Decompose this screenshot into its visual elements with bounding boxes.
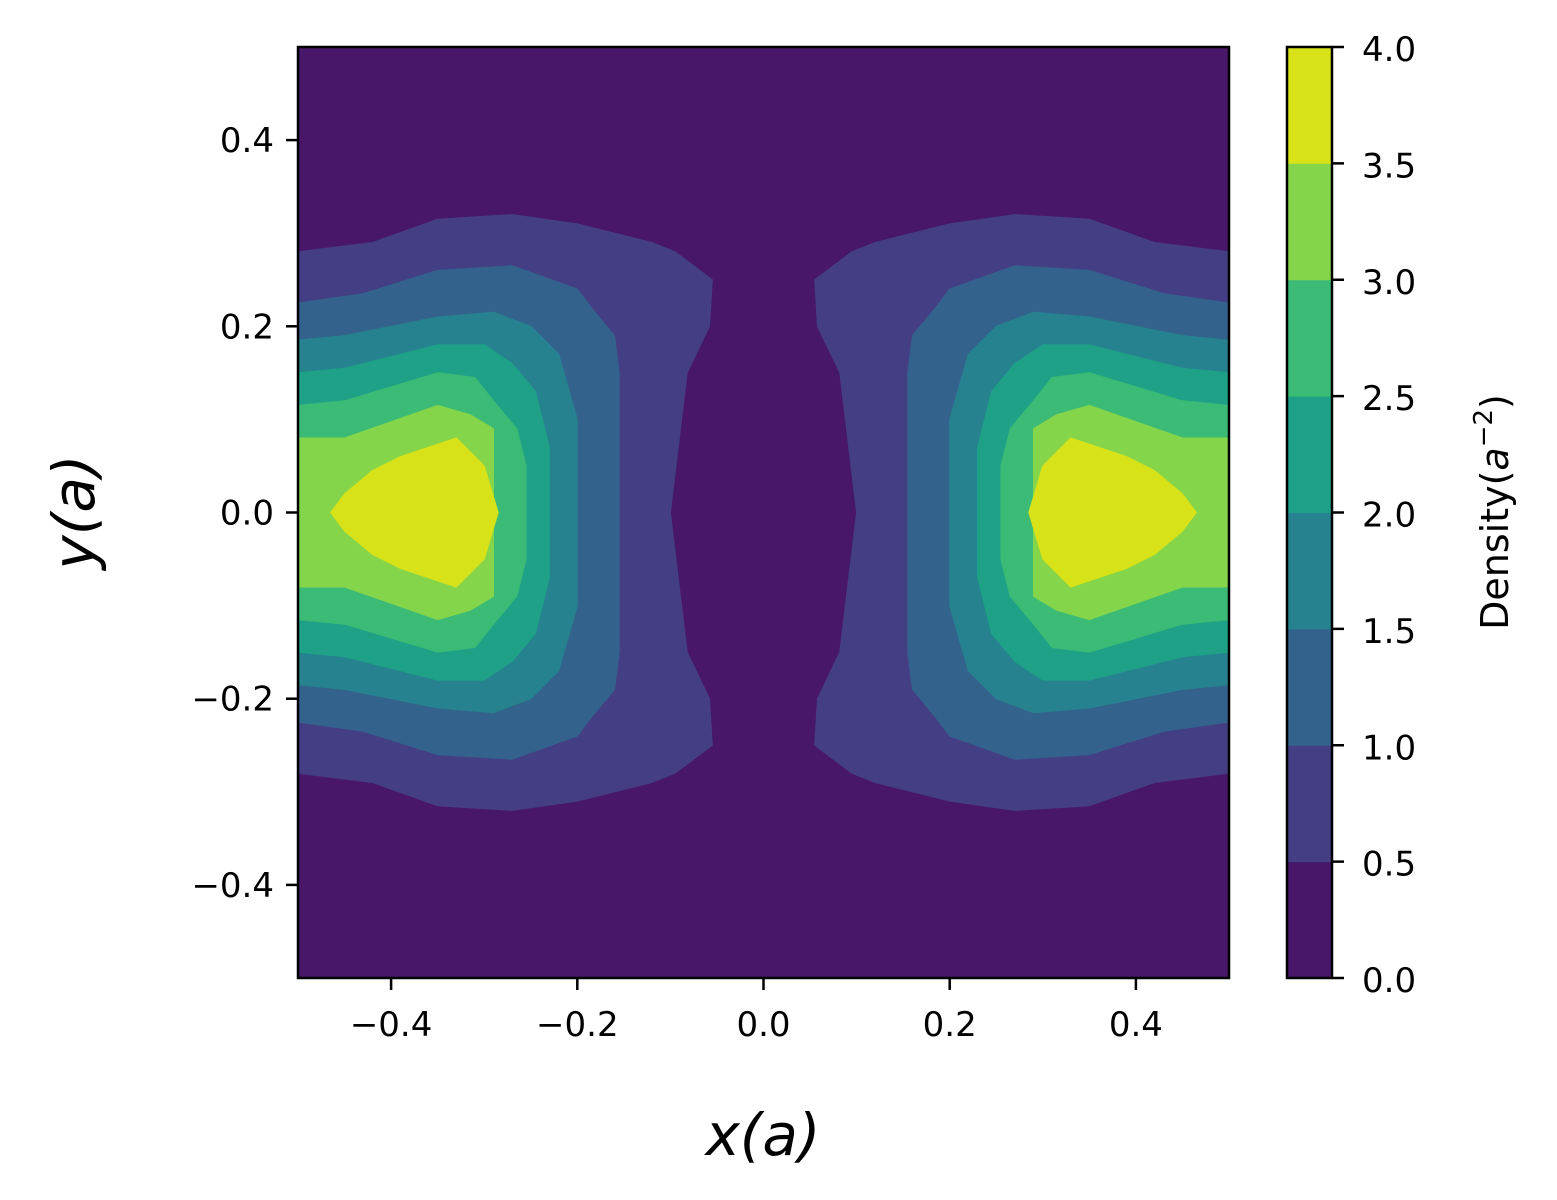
y-tick-label: 0.4 xyxy=(220,121,274,161)
colorbar-segment xyxy=(1287,628,1332,746)
colorbar-segment xyxy=(1287,861,1332,979)
colorbar-label: Density(a−2) xyxy=(1469,394,1517,630)
colorbar-segment xyxy=(1287,279,1332,397)
colorbar-label-main: Density( xyxy=(1473,471,1517,630)
colorbar-tick-label: 1.5 xyxy=(1362,612,1416,652)
colorbar-tick-label: 3.5 xyxy=(1362,146,1416,186)
colorbar-tick-label: 3.0 xyxy=(1362,263,1416,303)
colorbar-tick-label: 4.0 xyxy=(1362,30,1416,70)
colorbar-tick-label: 0.5 xyxy=(1362,845,1416,885)
x-tick-label: −0.4 xyxy=(350,1005,433,1045)
colorbar: 0.0 0.5 1.0 1.5 2.0 2.5 3.0 3.5 4.0 xyxy=(1285,30,1416,1001)
x-tick-label: −0.2 xyxy=(536,1005,619,1045)
colorbar-tick-label: 0.0 xyxy=(1362,961,1416,1001)
colorbar-segment xyxy=(1287,163,1332,281)
colorbar-tick-label: 2.0 xyxy=(1362,496,1416,536)
plot-area xyxy=(298,47,1229,978)
y-tick-label: 0.2 xyxy=(220,307,274,347)
y-tick-label: −0.2 xyxy=(191,680,274,720)
colorbar-segment xyxy=(1287,47,1332,164)
x-tick-label: 0.2 xyxy=(923,1005,977,1045)
y-tick-label: 0.0 xyxy=(220,494,274,534)
colorbar-segment xyxy=(1287,745,1332,863)
y-axis-label: y(a) xyxy=(40,454,108,571)
x-axis-label: x(a) xyxy=(703,1101,820,1169)
x-tick-label: 0.4 xyxy=(1109,1005,1163,1045)
colorbar-tick-label: 1.0 xyxy=(1362,728,1416,768)
colorbar-segment xyxy=(1287,512,1332,630)
colorbar-segment xyxy=(1287,396,1332,513)
x-tick-label: 0.0 xyxy=(736,1005,790,1045)
colorbar-label-unit: a xyxy=(1473,447,1517,470)
contour-band-7-left xyxy=(329,437,499,588)
colorbar-label-close: ) xyxy=(1473,394,1517,409)
contour-band-7-right xyxy=(1028,437,1198,588)
colorbar-label-exponent: −2 xyxy=(1469,409,1499,447)
x-axis: −0.4 −0.2 0.0 0.2 0.4 xyxy=(350,978,1163,1045)
y-axis: −0.4 −0.2 0.0 0.2 0.4 xyxy=(191,121,298,906)
y-tick-label: −0.4 xyxy=(191,866,274,906)
colorbar-tick-label: 2.5 xyxy=(1362,379,1416,419)
